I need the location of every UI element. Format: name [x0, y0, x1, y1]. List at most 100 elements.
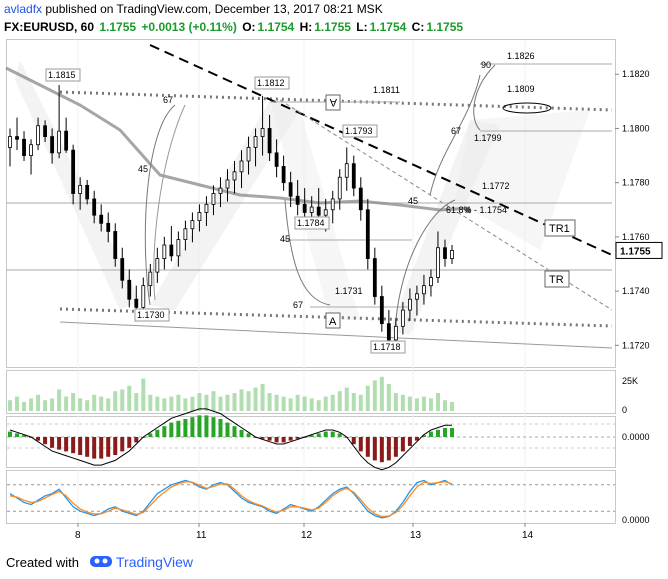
macd-bar [22, 435, 27, 437]
volume-bar [211, 391, 216, 411]
candle-body [106, 222, 111, 232]
volume-bar [71, 393, 76, 411]
candle-body [169, 244, 174, 257]
volume-bar [218, 396, 223, 411]
price-label-box [342, 124, 378, 138]
volume-bar [155, 396, 160, 411]
volume-bar [400, 394, 405, 411]
macd-bar [316, 433, 321, 437]
volume-pane-frame [6, 370, 616, 414]
volume-bar [450, 402, 454, 411]
price-tick-label: 1.1820 [622, 69, 650, 79]
candle-body [365, 209, 370, 259]
macd-bar [162, 426, 167, 437]
price-label: 1.1731 [335, 286, 363, 296]
price-tick-label: 1.1800 [622, 123, 650, 133]
pattern-label: A [329, 316, 337, 328]
volume-bar [148, 394, 153, 411]
author-link[interactable]: avladfx [4, 2, 43, 16]
price-label: 1.1772 [482, 181, 510, 191]
candle-body [141, 285, 146, 308]
candle-body [99, 214, 104, 224]
candle-body [22, 138, 26, 156]
published-text: published on TradingView.com, December 1… [45, 2, 383, 16]
volume-bar [176, 394, 181, 411]
low-label: L: [356, 20, 368, 34]
price-label: 1.1799 [474, 133, 502, 143]
candle-body [15, 136, 19, 140]
open-label: O: [242, 20, 256, 34]
macd-bar [169, 422, 174, 437]
volume-bar [330, 394, 335, 411]
candle-body [253, 136, 258, 148]
macd-bar [372, 437, 377, 461]
volume-bar [372, 380, 377, 411]
volume-bar [106, 398, 111, 411]
volume-tick-label: 25K [622, 376, 638, 386]
candle-body [29, 144, 33, 156]
volume-bar [113, 391, 118, 411]
volume-bar [204, 394, 209, 411]
candle-body [379, 296, 384, 325]
fan-arc [284, 199, 331, 306]
tradingview-brand-link[interactable]: TradingView [116, 554, 194, 570]
macd-bar [64, 437, 69, 452]
candle-body [386, 323, 391, 341]
volume-zero-label: 0 [622, 405, 627, 415]
macd-bar [148, 433, 153, 437]
volume-bar [344, 387, 349, 411]
candle-body [281, 166, 286, 184]
macd-bar [218, 419, 223, 437]
price-tick-label: 1.1720 [622, 340, 650, 350]
macd-pane-frame [6, 416, 616, 468]
candle-body [225, 179, 230, 189]
trendline-tr1 [149, 44, 613, 256]
volume-bar [22, 402, 27, 411]
candle-body [71, 149, 76, 194]
candle-body [443, 247, 447, 259]
volume-bar [274, 394, 279, 411]
price-label: 1.1812 [257, 78, 285, 88]
candle-body [358, 187, 363, 211]
macd-bar [197, 415, 202, 437]
macd-histogram [7, 408, 615, 471]
volume-bar [50, 398, 55, 411]
price-change: +0.0013 (+0.11%) [141, 20, 237, 34]
candle-body [309, 206, 314, 213]
candle-body [267, 128, 272, 154]
price-label-box [45, 68, 81, 82]
price-axis[interactable]: 1.1820 1.1800 1.1780 1.1760 1.1740 1.1720 1.17… [615, 69, 663, 525]
macd-bar [71, 437, 76, 454]
candle-body [351, 163, 356, 189]
price-tick-label: 1.1760 [622, 232, 650, 242]
candle-body [43, 125, 47, 137]
macd-bar [379, 437, 384, 463]
candle-body [429, 277, 433, 287]
macd-bar [414, 437, 419, 441]
macd-bar [358, 437, 363, 452]
macd-bar [120, 437, 125, 452]
time-axis[interactable]: 8 11 12 13 14 [75, 523, 534, 541]
stoch-pane-frame [6, 470, 616, 524]
symbol-name[interactable]: FX:EURUSD, 60 [4, 20, 95, 34]
high-value: 1.1755 [314, 20, 351, 34]
candle-body [415, 293, 419, 300]
fan-arc [144, 104, 176, 306]
volume-bar [232, 393, 237, 411]
fan-label: 67 [163, 95, 173, 105]
price-label: 1.1793 [345, 126, 373, 136]
volume-bar [288, 398, 293, 411]
macd-bar [50, 437, 55, 448]
volume-bar [428, 398, 433, 411]
fan-shade [15, 60, 140, 310]
candle-body [274, 152, 279, 167]
volume-bar [393, 393, 398, 411]
macd-bar [330, 431, 335, 437]
fan-arc [394, 199, 456, 331]
volume-bar [127, 385, 132, 411]
fib-point [465, 207, 471, 213]
price-label: 1.1826 [507, 51, 535, 61]
macd-bar [421, 435, 426, 437]
volume-bar [358, 394, 363, 411]
target-ellipse [502, 102, 552, 114]
